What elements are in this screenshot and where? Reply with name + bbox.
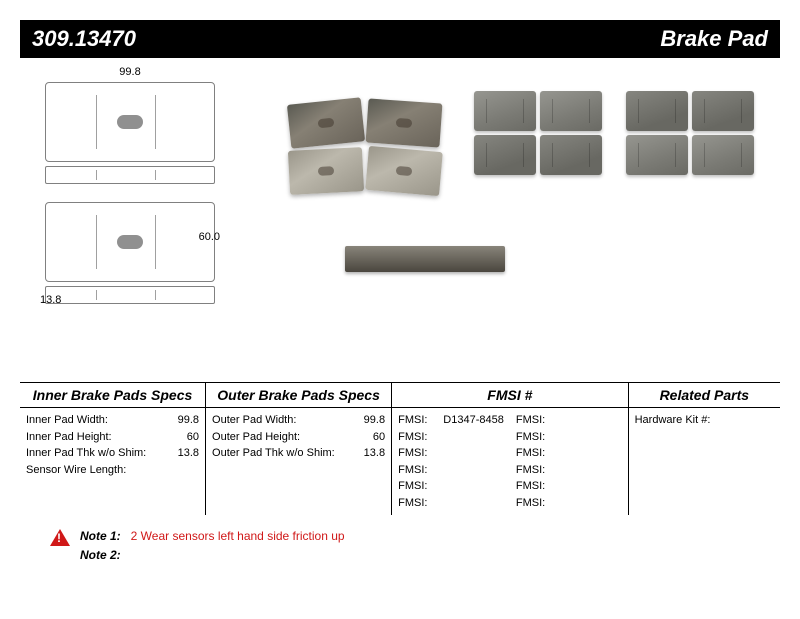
inner-specs-header: Inner Brake Pads Specs bbox=[20, 383, 205, 408]
spec-label: Sensor Wire Length: bbox=[26, 462, 126, 479]
spec-label: Outer Pad Height: bbox=[212, 429, 300, 446]
spec-row: Inner Pad Height: 60 bbox=[26, 429, 199, 446]
spec-row: Outer Pad Height: 60 bbox=[212, 429, 385, 446]
pad-side-outline-2 bbox=[45, 286, 215, 304]
note-1-label: Note 1: bbox=[80, 527, 121, 546]
pad-logo-icon bbox=[117, 115, 143, 129]
spec-row: FMSI: bbox=[398, 478, 504, 495]
spec-row: Outer Pad Thk w/o Shim: 13.8 bbox=[212, 445, 385, 462]
pad-photo bbox=[287, 97, 365, 148]
specs-table: Inner Brake Pads Specs Inner Pad Width: 9… bbox=[20, 382, 780, 515]
spec-label: FMSI: bbox=[516, 478, 545, 495]
pad-photo bbox=[540, 135, 602, 175]
related-header: Related Parts bbox=[629, 383, 780, 408]
product-photo-angled bbox=[280, 101, 450, 193]
spec-value: 99.8 bbox=[178, 412, 199, 429]
spec-row: FMSI: bbox=[398, 495, 504, 512]
outer-specs-header: Outer Brake Pads Specs bbox=[206, 383, 391, 408]
spec-row: FMSI: bbox=[516, 462, 622, 479]
spec-row: FMSI: bbox=[398, 462, 504, 479]
spec-row: FMSI: bbox=[516, 445, 622, 462]
notes-section: Note 1: Note 2: 2 Wear sensors left hand… bbox=[20, 527, 780, 565]
spec-value: 99.8 bbox=[364, 412, 385, 429]
pad-photo bbox=[288, 147, 364, 195]
dimension-height: 60.0 bbox=[199, 231, 220, 243]
spec-value: D1347-8458 bbox=[443, 412, 504, 429]
product-title: Brake Pad bbox=[660, 26, 768, 52]
spec-row: FMSI: bbox=[516, 429, 622, 446]
spec-label: Outer Pad Thk w/o Shim: bbox=[212, 445, 335, 462]
product-photo-rear bbox=[620, 91, 760, 175]
spec-row: Outer Pad Width: 99.8 bbox=[212, 412, 385, 429]
fmsi-column: FMSI # FMSI: D1347-8458 FMSI: FMSI: FMSI:… bbox=[392, 383, 629, 515]
spec-value: 60 bbox=[187, 429, 199, 446]
spec-row: FMSI: bbox=[398, 445, 504, 462]
spec-label: Inner Pad Thk w/o Shim: bbox=[26, 445, 146, 462]
pad-photo bbox=[626, 135, 688, 175]
spec-value: 13.8 bbox=[364, 445, 385, 462]
header-bar: 309.13470 Brake Pad bbox=[20, 20, 780, 58]
fmsi-header: FMSI # bbox=[392, 383, 628, 408]
part-number: 309.13470 bbox=[32, 26, 136, 52]
pad-photo bbox=[692, 91, 754, 131]
outer-specs-body: Outer Pad Width: 99.8 Outer Pad Height: 60… bbox=[206, 408, 391, 466]
outer-specs-column: Outer Brake Pads Specs Outer Pad Width: 9… bbox=[206, 383, 392, 515]
inner-specs-column: Inner Brake Pads Specs Inner Pad Width: 9… bbox=[20, 383, 206, 515]
fmsi-right: FMSI: FMSI: FMSI: FMSI: FMSI: FMSI: bbox=[510, 408, 628, 515]
pad-photo bbox=[474, 91, 536, 131]
spec-label: FMSI: bbox=[398, 412, 427, 429]
pad-front-outline bbox=[45, 82, 215, 162]
spec-row: FMSI: bbox=[516, 412, 622, 429]
spec-label: FMSI: bbox=[398, 478, 427, 495]
related-parts-column: Related Parts Hardware Kit #: bbox=[629, 383, 780, 515]
pad-photo bbox=[365, 146, 443, 196]
spec-row: FMSI: bbox=[398, 429, 504, 446]
note-1-text: 2 Wear sensors left hand side friction u… bbox=[131, 527, 345, 546]
pad-photo bbox=[366, 98, 443, 147]
spec-row: FMSI: D1347-8458 bbox=[398, 412, 504, 429]
spec-label: Outer Pad Width: bbox=[212, 412, 296, 429]
pad-side-photo bbox=[345, 246, 505, 272]
spec-label: FMSI: bbox=[398, 495, 427, 512]
fmsi-left: FMSI: D1347-8458 FMSI: FMSI: FMSI: FMSI: … bbox=[392, 408, 510, 515]
spec-label: Inner Pad Width: bbox=[26, 412, 108, 429]
spec-label: FMSI: bbox=[398, 429, 427, 446]
spec-label: Hardware Kit #: bbox=[635, 412, 711, 429]
spec-label: FMSI: bbox=[516, 495, 545, 512]
spec-label: Inner Pad Height: bbox=[26, 429, 112, 446]
product-photo-front bbox=[468, 91, 608, 175]
note-labels: Note 1: Note 2: bbox=[80, 527, 121, 565]
spec-row: Inner Pad Thk w/o Shim: 13.8 bbox=[26, 445, 199, 462]
pad-photo bbox=[692, 135, 754, 175]
spec-row: Inner Pad Width: 99.8 bbox=[26, 412, 199, 429]
inner-specs-body: Inner Pad Width: 99.8 Inner Pad Height: 60… bbox=[20, 408, 205, 482]
warning-icon bbox=[50, 529, 70, 546]
spec-label: FMSI: bbox=[516, 412, 545, 429]
pad-logo-icon bbox=[117, 235, 143, 249]
pad-photo bbox=[540, 91, 602, 131]
spec-row: Sensor Wire Length: bbox=[26, 462, 199, 479]
pad-photo bbox=[474, 135, 536, 175]
spec-label: FMSI: bbox=[516, 445, 545, 462]
product-photo-side bbox=[340, 246, 510, 272]
spec-row: FMSI: bbox=[516, 495, 622, 512]
spec-value: 60 bbox=[373, 429, 385, 446]
spec-label: FMSI: bbox=[398, 462, 427, 479]
spec-label: FMSI: bbox=[516, 462, 545, 479]
technical-drawing: 99.8 60.0 13.8 bbox=[40, 66, 220, 308]
spec-label: FMSI: bbox=[516, 429, 545, 446]
spec-row: Hardware Kit #: bbox=[635, 412, 774, 429]
note-text: 2 Wear sensors left hand side friction u… bbox=[131, 527, 345, 546]
diagram-area: 99.8 60.0 13.8 bbox=[20, 66, 780, 376]
related-body: Hardware Kit #: bbox=[629, 408, 780, 433]
pad-rear-outline bbox=[45, 202, 215, 282]
note-2-label: Note 2: bbox=[80, 546, 121, 565]
pad-photo bbox=[626, 91, 688, 131]
spec-label: FMSI: bbox=[398, 445, 427, 462]
spec-row: FMSI: bbox=[516, 478, 622, 495]
dimension-width: 99.8 bbox=[40, 66, 220, 78]
dimension-thickness: 13.8 bbox=[40, 294, 61, 306]
pad-side-outline-1 bbox=[45, 166, 215, 184]
spec-value: 13.8 bbox=[178, 445, 199, 462]
